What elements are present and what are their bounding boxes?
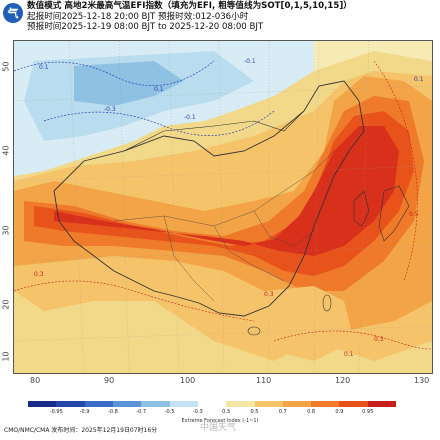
colorbar-label: -0.95 <box>49 409 63 415</box>
cma-logo-icon: 气 <box>3 3 23 23</box>
colorbar-cell <box>282 401 312 407</box>
bottom-lon-label: 80 <box>30 376 41 385</box>
colorbar-cell <box>254 401 283 407</box>
province-line <box>213 225 285 282</box>
colorbar-label: -0.5 <box>164 409 175 415</box>
colorbar-cell <box>311 401 340 407</box>
contour-line-blue <box>43 110 275 136</box>
province-line <box>253 210 315 247</box>
bottom-lon-label: 100 <box>180 376 196 385</box>
contour-label: 0.3 <box>374 336 384 343</box>
logo-char: 气 <box>7 7 19 20</box>
efi-fill-0-9 <box>54 126 399 256</box>
footer-text: CMO/NMC/CMA 发布时间：2025年12月19日07时16分 <box>4 427 158 434</box>
bottom-lon-label: 130 <box>414 376 430 385</box>
lat-label: 10 <box>1 351 11 362</box>
colorbar-cell <box>141 401 170 407</box>
colorbar-cell <box>84 401 113 407</box>
efi-map-svg: 0.1 0.1 -0.1 -0.3 0.3 0.3 0.3 0.5 0.1 -0… <box>14 41 432 373</box>
colorbar-cell <box>56 401 85 407</box>
contour-line-red <box>273 330 432 350</box>
contour-label: -0.1 <box>244 58 256 65</box>
colorbar-cell <box>367 401 397 407</box>
japan-outline <box>378 185 410 242</box>
contour-label: 0.1 <box>414 76 424 83</box>
lat-label: 20 <box>1 299 11 310</box>
bottom-lon-label: 120 <box>335 376 351 385</box>
contour-label: 0.1 <box>154 86 164 93</box>
colorbar-label: 0.5 <box>250 409 259 415</box>
colorbar-label: 0.95 <box>362 409 374 415</box>
contour-label: 0.5 <box>409 211 419 218</box>
efi-map: 0.1 0.1 -0.1 -0.3 0.3 0.3 0.3 0.5 0.1 -0… <box>13 40 433 374</box>
province-line <box>283 150 335 192</box>
efi-colorbar <box>28 401 397 407</box>
contour-line-blue <box>14 60 215 86</box>
colorbar-cell <box>28 401 57 407</box>
hainan-outline <box>247 326 261 336</box>
title-line-2: 起报时间2025-12-18 20:00 BJT 预报时效:012-036小时 <box>27 11 249 22</box>
colorbar-cell <box>339 401 368 407</box>
graticule <box>14 41 432 373</box>
colorbar-label: -0.7 <box>136 409 147 415</box>
contour-label: 0.3 <box>264 291 274 298</box>
contour-label: -0.3 <box>104 106 116 113</box>
contour-label: -0.1 <box>184 114 196 121</box>
colorbar-label: 0.3 <box>222 409 231 415</box>
colorbar-label: -0.3 <box>192 409 203 415</box>
colorbar-cell <box>169 401 198 407</box>
colorbar-label: 0.9 <box>335 409 344 415</box>
title-line-3: 预报时间2025-12-19 08:00 BJT to 2025-12-20 0… <box>27 22 264 32</box>
korea-outline <box>353 190 370 227</box>
mongolia-border <box>123 110 305 152</box>
bottom-lon-label: 90 <box>104 376 115 385</box>
colorbar-labels: -0.95 -0.9 -0.8 -0.7 -0.5 -0.3 0.3 0.5 0.7 0.8 0.9… <box>28 409 396 417</box>
colorbar-label: -0.9 <box>79 409 90 415</box>
china-border <box>53 80 365 317</box>
colorbar-label: -0.8 <box>108 409 118 415</box>
bottom-lon-label: 110 <box>256 376 272 385</box>
contour-label: 0.1 <box>344 351 354 358</box>
contour-label: 0.1 <box>39 64 49 71</box>
lat-label: 40 <box>1 145 11 156</box>
efi-fill-neg-strong <box>74 61 184 106</box>
colorbar-title: Extreme Forecast Index (-1~1) <box>181 418 259 424</box>
title-line-1: 数值模式 高地2米最高气温EFI指数（填充为EFI, 粗等值线为SOT[0,1,… <box>27 1 352 11</box>
lat-label: 50 <box>1 61 11 72</box>
contour-line-red <box>373 60 418 282</box>
colorbar-label: 0.7 <box>278 409 287 415</box>
colorbar-label: 0.8 <box>307 409 316 415</box>
taiwan-outline <box>322 294 332 312</box>
colorbar-cell <box>197 401 227 407</box>
colorbar-cell <box>226 401 255 407</box>
colorbar-cell <box>112 401 142 407</box>
province-line <box>163 215 215 302</box>
lat-label: 30 <box>1 225 11 236</box>
efi-fill-southeast <box>264 286 354 361</box>
header: 气 数值模式 高地2米最高气温EFI指数（填充为EFI, 粗等值线为SOT[0,… <box>0 0 440 40</box>
title-block: 数值模式 高地2米最高气温EFI指数（填充为EFI, 粗等值线为SOT[0,1,… <box>27 1 352 33</box>
watermark-text: 中国天气 <box>200 423 237 433</box>
contour-label: 0.3 <box>34 271 44 278</box>
